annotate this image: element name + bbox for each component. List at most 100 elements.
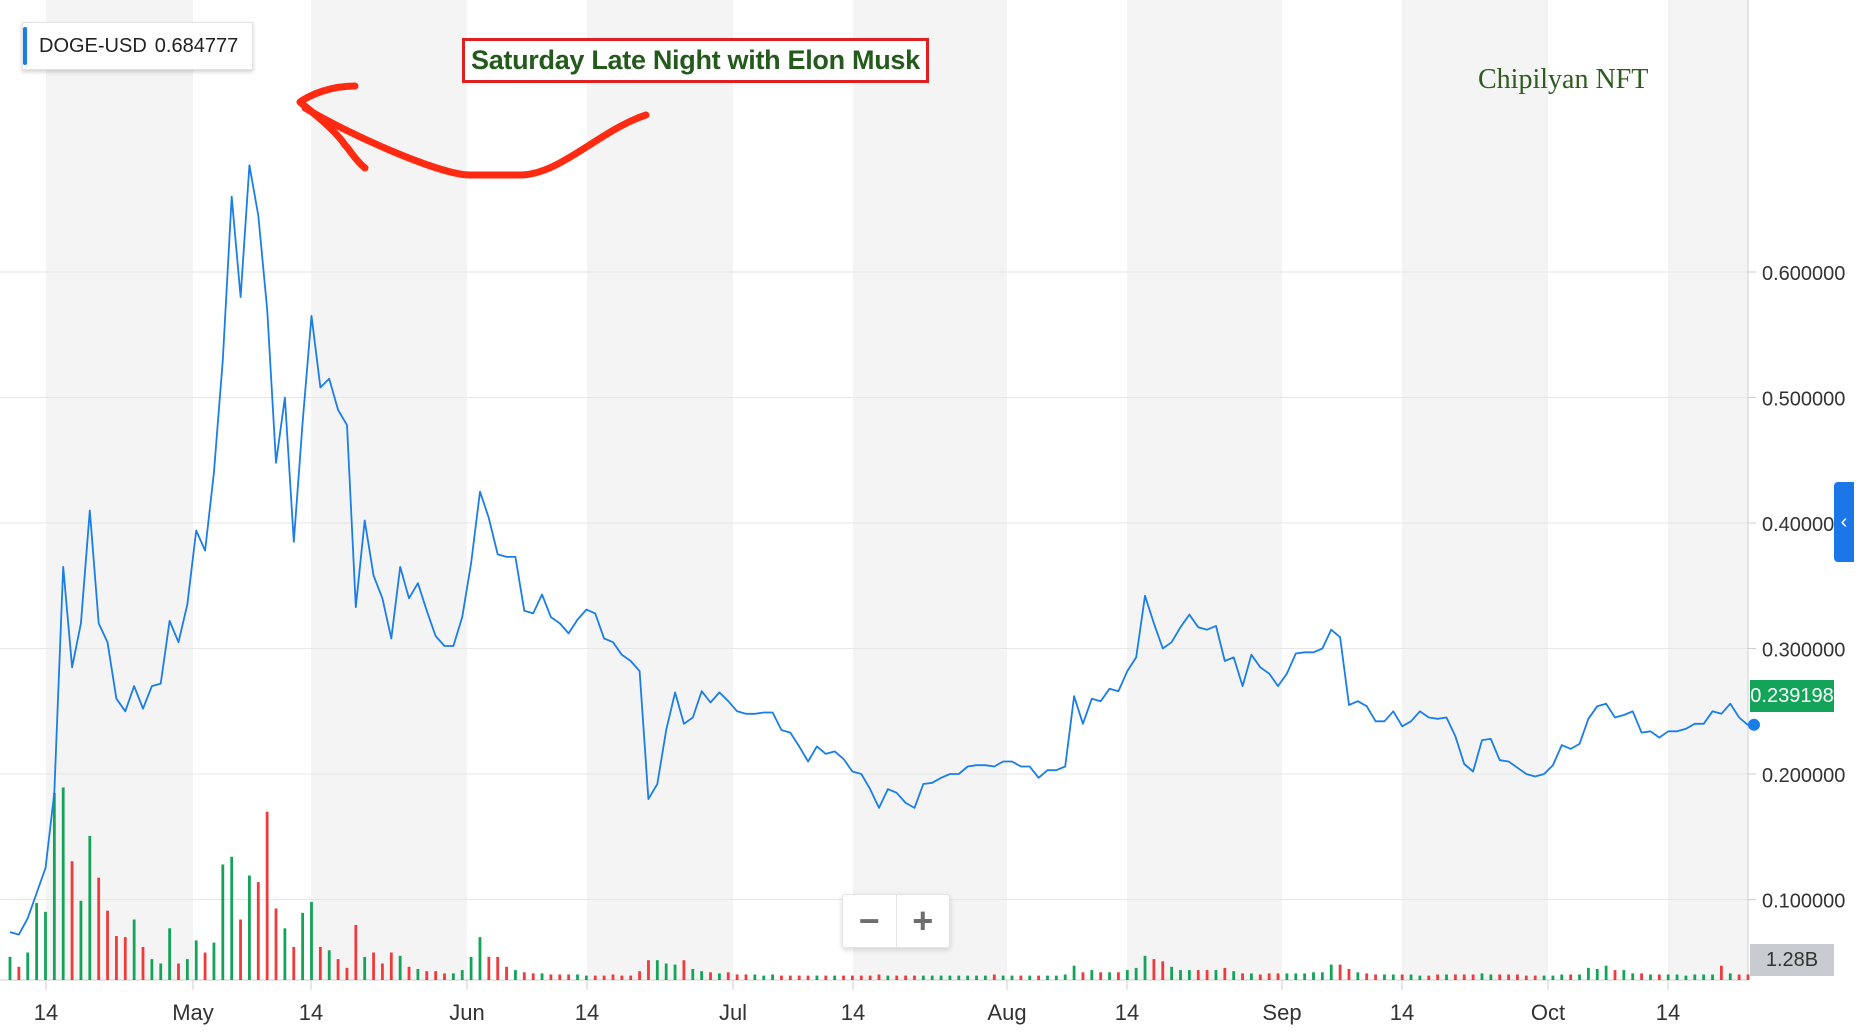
volume-bar [460,970,464,980]
volume-bar [168,928,172,980]
x-tick-label: 14 [841,1000,865,1025]
volume-bar [141,947,145,980]
volume-bar [975,975,978,980]
volume-bar [1179,970,1182,980]
volume-bar [194,940,198,980]
volume-bar [1063,974,1067,980]
y-tick-label: 0.200000 [1762,765,1845,787]
background-band [1402,0,1548,980]
volume-bar [1693,974,1697,980]
volume-bar [1054,975,1058,980]
volume-bar [664,963,668,980]
series-legend[interactable]: DOGE-USD 0.684777 [22,22,254,70]
volume-bar [1471,974,1475,980]
price-line [9,164,1749,936]
volume-bar [1542,975,1546,980]
volume-bar [1374,974,1377,980]
x-tick-label: 14 [1656,1000,1680,1025]
volume-bar [1365,973,1369,980]
legend-value: 0.684777 [154,34,239,57]
volume-bar [1702,974,1706,980]
x-tick-label: May [172,1000,214,1025]
volume-bar [256,882,260,980]
volume-bar [1746,974,1750,980]
volume-bar [1516,974,1519,980]
volume-bar [274,908,278,980]
volume-bar [345,967,349,980]
volume-bar [1560,974,1564,980]
volume-bar [1569,974,1573,980]
volume-bar [842,975,845,980]
volume-bar [1241,973,1244,980]
volume-bar [265,811,269,980]
zoom-in-button[interactable]: + [912,900,934,941]
background-band [853,0,1007,980]
volume-bar [177,963,180,980]
volume-bar [203,952,207,980]
legend-symbol: DOGE-USD [39,34,147,57]
background-band [46,0,193,980]
volume-bar [132,919,136,980]
volume-bar [709,972,712,980]
volume-bar [434,971,438,980]
volume-bar [1285,973,1289,980]
volume-bar [35,903,39,980]
volume-bar [1019,975,1023,980]
volume-bar [416,969,420,980]
x-tick-label: 14 [34,1000,58,1025]
volume-bar [79,900,83,980]
volume-bar [1303,973,1307,980]
volume-bar [1152,959,1156,980]
volume-bar [1099,972,1103,980]
volume-bar [753,974,757,980]
volume-bar [726,972,730,980]
y-tick-label: 0.500000 [1762,389,1845,411]
volume-bar [363,956,367,980]
volume-bar [505,966,508,980]
volume-bar [673,964,677,980]
volume-bar [1719,965,1723,980]
volume-bar [593,975,597,980]
volume-bar [1462,974,1466,980]
volume-bar [522,972,526,980]
volume-bar [531,973,535,980]
volume-bar [1072,965,1076,980]
x-tick-label: 14 [1115,1000,1139,1025]
volume-bar [159,963,163,980]
volume-bar [1586,967,1590,980]
volume-bar [1001,975,1005,980]
volume-bar [389,952,393,980]
volume-bar [620,975,624,980]
volume-bar [327,950,331,980]
volume-bar [1400,974,1404,980]
zoom-out-button[interactable]: − [858,900,880,941]
y-tick-label: 0.300000 [1762,640,1845,662]
zoom-controls: − + [842,894,950,948]
volume-bar [185,959,189,980]
volume-bar [1657,974,1661,980]
volume-bar [913,975,916,980]
volume-bar [1666,974,1670,980]
volume-bar [1205,970,1209,980]
volume-bar [1480,973,1484,980]
volume-bar [1117,972,1120,980]
volume-bar [469,956,473,980]
volume-bar [150,959,154,980]
volume-bar [576,974,579,980]
volume-bar [797,975,801,980]
volume-bar [221,864,225,980]
volume-bar [1445,974,1448,980]
chevron-left-icon[interactable]: ‹ [1834,482,1854,562]
volume-bar [17,966,21,980]
x-tick-label: 14 [575,1000,599,1025]
volume-bar [283,928,287,980]
volume-bar [443,973,446,980]
volume-bar [451,973,455,980]
volume-bar [70,861,74,980]
volume-bar [1187,970,1191,980]
x-tick-label: Aug [987,1000,1026,1025]
volume-bar [1294,973,1298,980]
volume-bar [318,947,322,980]
volume-bar [868,975,872,980]
